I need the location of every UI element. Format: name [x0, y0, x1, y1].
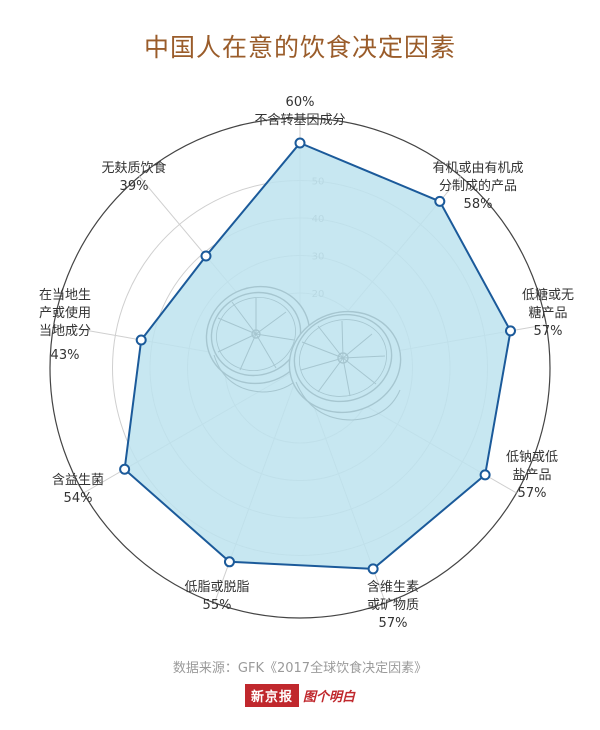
data-point — [434, 195, 446, 207]
axis-label-8: 无麸质饮食 39% — [101, 160, 166, 194]
axis-label-3: 低钠或低盐产品 57% — [506, 450, 558, 501]
category-label: 或矿物质 — [367, 598, 419, 613]
data-point — [135, 334, 147, 346]
category-label: 低脂或脱脂 — [184, 580, 249, 595]
publisher-logo: 新京报 图个明白 — [0, 684, 600, 707]
logo-sub: 图个明白 — [303, 690, 356, 705]
category-label: 低糖或无 — [522, 287, 574, 303]
value-label: 58% — [464, 197, 493, 212]
value-label: 57% — [379, 616, 408, 631]
axis-label-2: 低糖或无糖产品 57% — [522, 287, 574, 339]
axis-label-1: 有机或由有机成分制成的产品 58% — [432, 161, 523, 212]
data-point — [367, 563, 379, 575]
source-note: 数据来源：GFK《2017全球饮食决定因素》 — [172, 661, 428, 676]
category-label: 有机或由有机成 — [432, 161, 523, 176]
category-label: 不含转基因成分 — [254, 112, 345, 128]
axis-label-7: 在当地生产或使用当地成分 43% — [39, 288, 91, 363]
category-label: 在当地生 — [39, 288, 91, 303]
axis-label-6: 含益生菌 54% — [52, 472, 104, 506]
data-point — [479, 469, 491, 481]
data-point — [200, 250, 212, 262]
value-label: 60% — [286, 95, 315, 110]
category-label: 糖产品 — [528, 305, 567, 321]
category-label: 含益生菌 — [52, 472, 104, 488]
value-label: 55% — [203, 598, 232, 613]
category-label: 分制成的产品 — [439, 178, 517, 194]
category-label: 低钠或低 — [506, 450, 558, 465]
category-label: 当地成分 — [39, 324, 91, 339]
category-label: 产或使用 — [39, 305, 91, 321]
value-label: 43% — [51, 348, 80, 363]
logo-main: 新京报 — [244, 684, 299, 707]
category-label: 盐产品 — [512, 468, 551, 483]
axis-label-4: 含维生素或矿物质 57% — [367, 579, 419, 631]
value-label: 57% — [518, 486, 547, 501]
category-label: 无麸质饮食 — [101, 160, 166, 176]
data-point — [119, 463, 131, 475]
data-area — [123, 141, 512, 570]
chart-title: 中国人在意的饮食决定因素 — [143, 33, 456, 62]
category-label: 含维生素 — [367, 579, 419, 595]
axis-label-0: 60% 不含转基因成分 — [254, 95, 345, 128]
value-label: 54% — [64, 491, 93, 506]
axis-label-5: 低脂或脱脂 55% — [184, 580, 249, 613]
data-point — [223, 556, 235, 568]
value-label: 57% — [534, 324, 563, 339]
data-points — [119, 137, 517, 575]
value-label: 39% — [120, 179, 149, 194]
data-point — [294, 137, 306, 149]
data-point — [505, 325, 517, 337]
